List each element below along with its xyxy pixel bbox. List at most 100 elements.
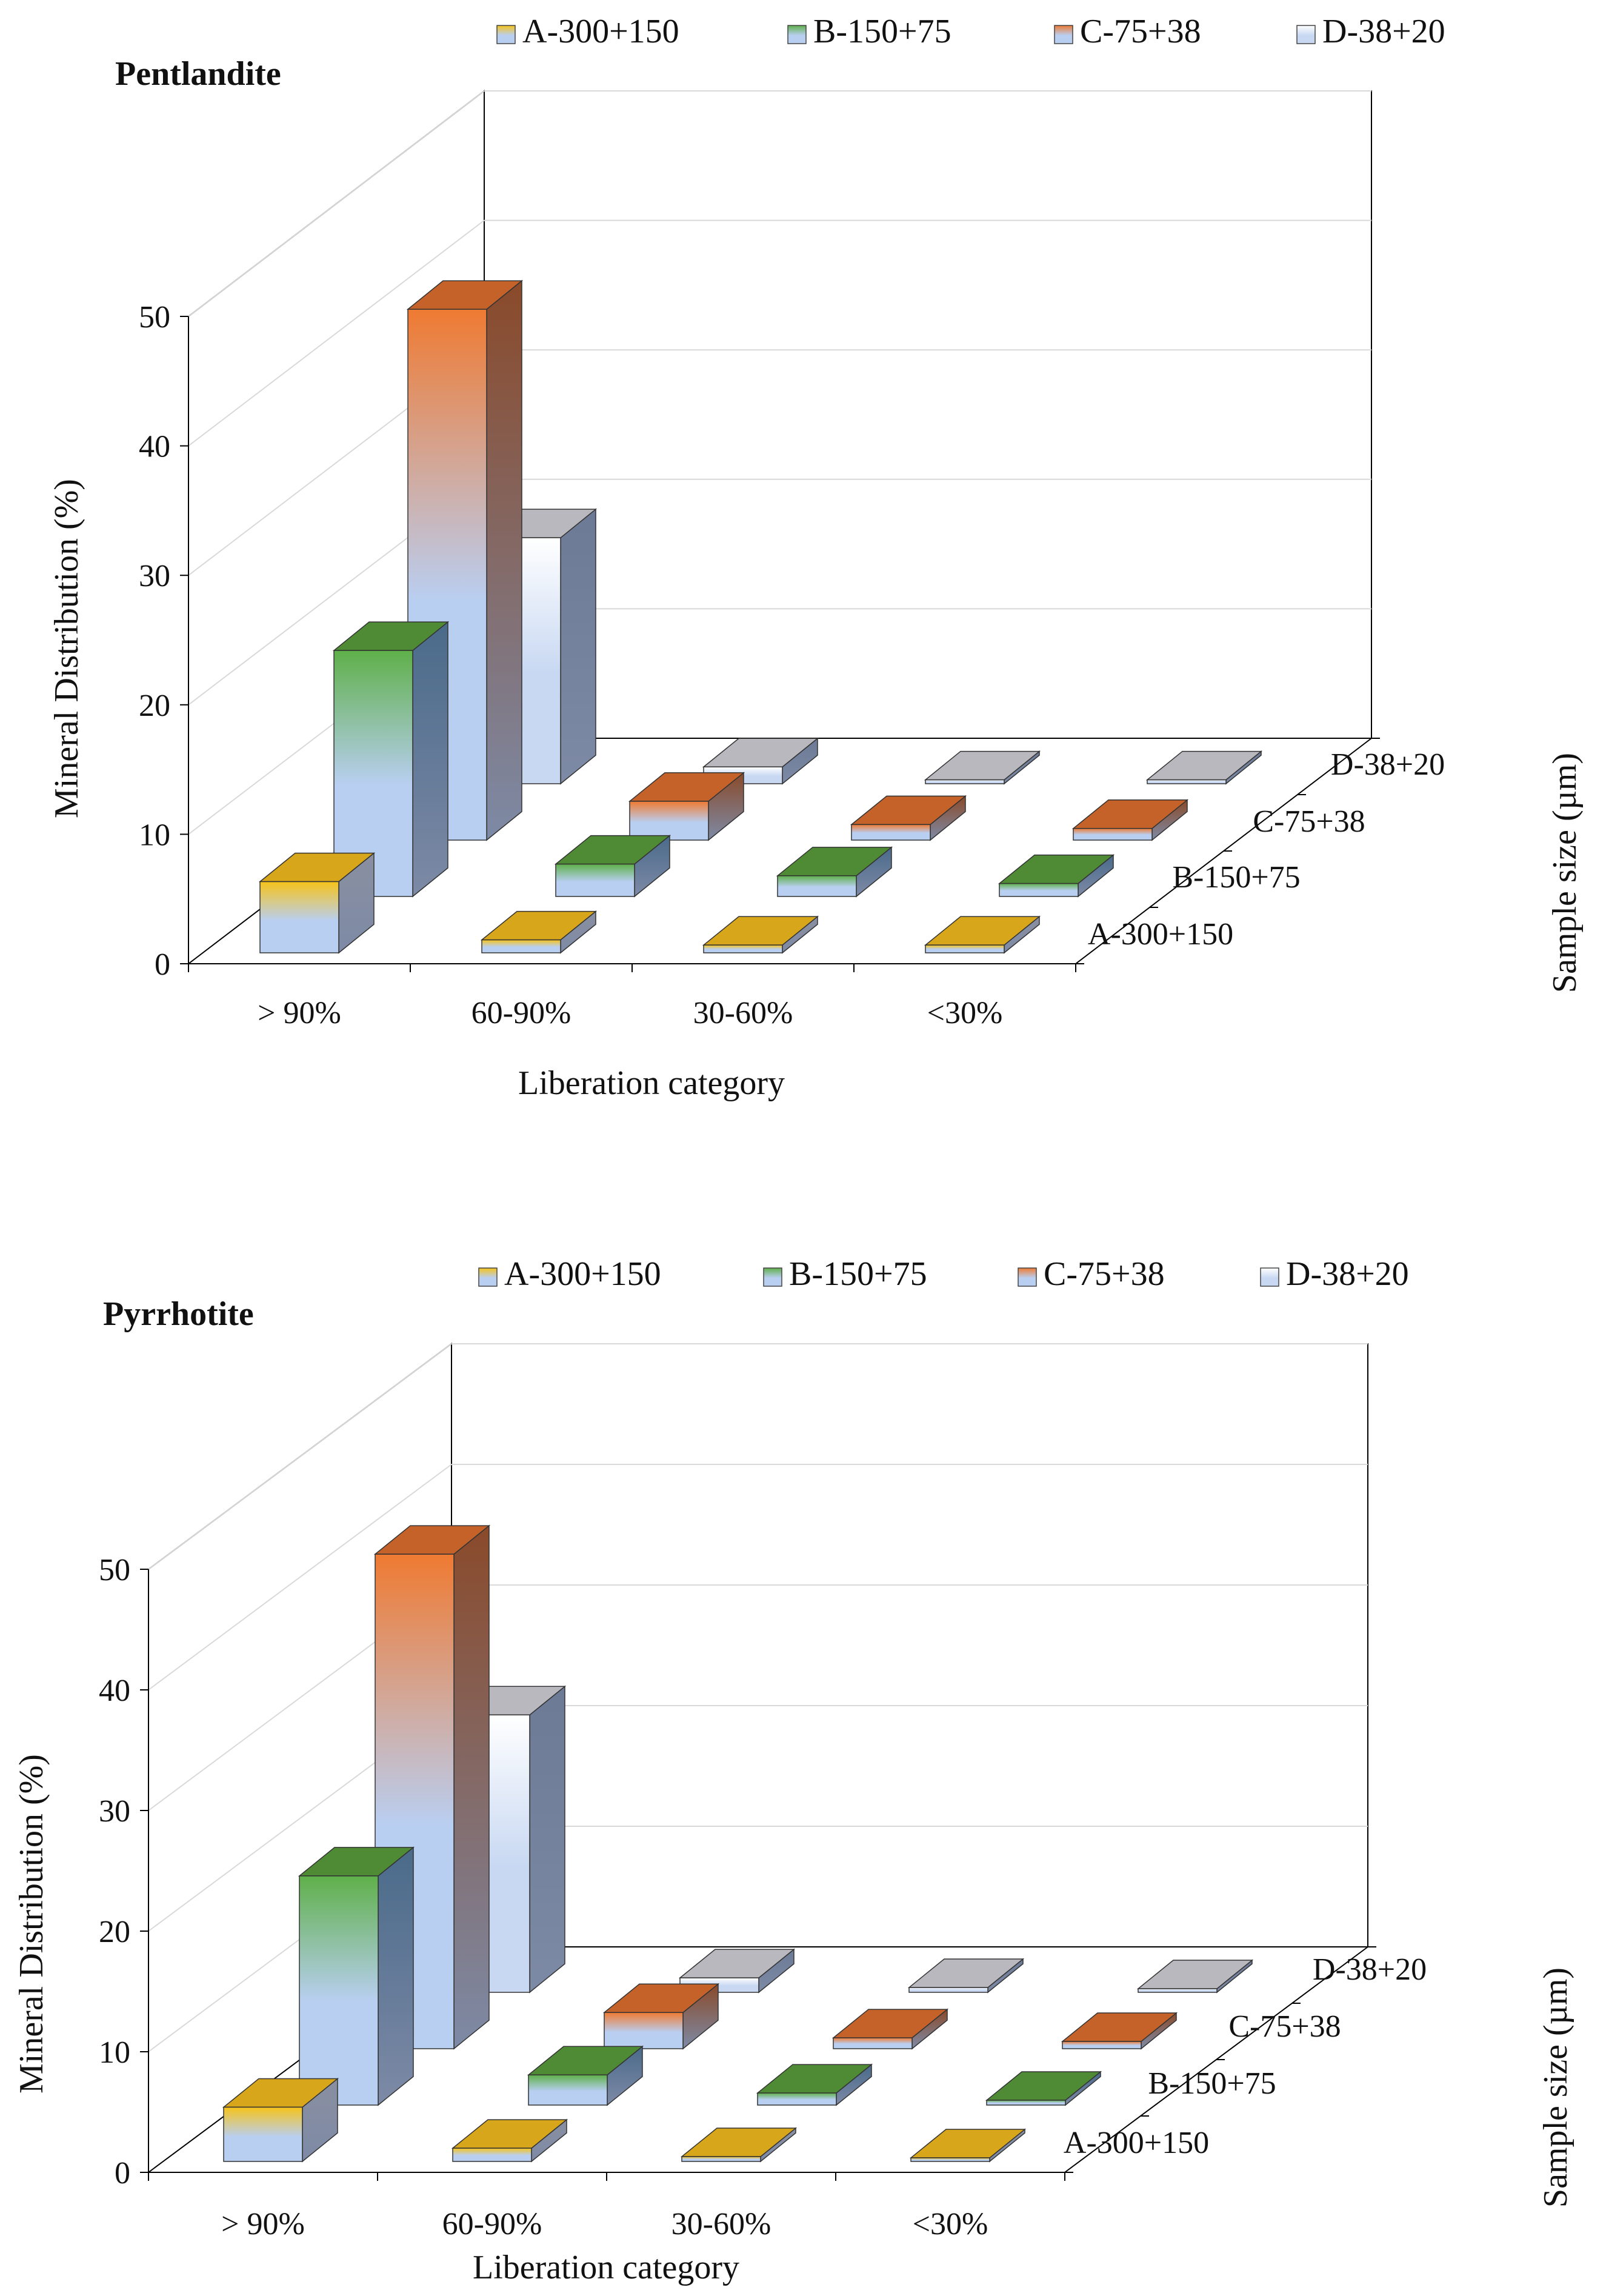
legend-label-B: B-150+75: [813, 13, 951, 50]
legend-label-A: A-300+150: [522, 13, 679, 50]
z-tick-label: A-300+150: [1064, 2126, 1209, 2160]
y-tick-label: 50: [99, 1553, 130, 1587]
bar-top: [907, 1958, 1025, 1988]
bar-front: [703, 944, 783, 953]
y-tick-label: 20: [99, 1915, 130, 1949]
y-tick-label: 40: [139, 430, 170, 464]
chart-pyrrhotite: 0 10 20 30 40 50 > 90% 60-90% 30-60% <30% A-300+15…: [0, 1148, 1606, 2296]
legend-swatch-C: [1054, 25, 1073, 44]
y-axis-title: Mineral Distribution (%): [13, 1754, 50, 2094]
bar-front: [757, 2092, 837, 2106]
bar-front: [910, 2157, 990, 2162]
z-tick-label: C-75+38: [1228, 2009, 1341, 2044]
bar-side: [378, 1846, 414, 2106]
bar-top: [985, 2071, 1102, 2101]
bar-front: [629, 801, 709, 841]
bar-side: [560, 508, 596, 785]
bar-side: [486, 279, 522, 841]
legend-swatch-B: [787, 25, 807, 44]
back-wall: [484, 90, 1372, 739]
bar-top: [909, 2129, 1027, 2158]
z-axis-title: Sample size (µm): [1546, 753, 1584, 993]
bar-front: [999, 883, 1079, 897]
bar-C-2: [831, 2008, 949, 2050]
legend-label-C: C-75+38: [1080, 13, 1201, 50]
y-tick-label: 10: [139, 818, 170, 852]
chart-svg-pentlandite: 0 10 20 30 40 50 > 90% 60-90% 30-60% <30% A-300+15…: [48, 13, 1584, 1102]
bar-D-2: [907, 1958, 1025, 1994]
bar-top: [1136, 1960, 1254, 1989]
z-tick-label: B-150+75: [1148, 2066, 1276, 2101]
bar-side: [412, 621, 448, 898]
x-tick-label: 30-60%: [693, 996, 793, 1030]
z-tick-label: D-38+20: [1331, 747, 1445, 782]
x-tick-label: <30%: [913, 2207, 988, 2241]
bar-front: [259, 881, 339, 953]
bar-front: [851, 824, 931, 841]
y-axis-title: Mineral Distribution (%): [48, 479, 85, 818]
bar-B-1: [527, 2045, 644, 2106]
bar-B-0: [298, 1846, 415, 2106]
y-tick-label: 0: [155, 947, 170, 982]
y-tick-label: 0: [115, 2156, 130, 2191]
gridline-side: [188, 219, 485, 447]
x-tick-label: > 90%: [221, 2207, 305, 2241]
bar-A-3: [909, 2128, 1027, 2163]
bar-B-1: [554, 835, 671, 898]
x-tick-label: 60-90%: [471, 996, 571, 1030]
back-wall: [451, 1343, 1368, 1947]
bar-D-3: [1145, 750, 1263, 785]
z-axis-title: Sample size (µm): [1537, 1967, 1574, 2208]
bar-A-0: [222, 2077, 339, 2163]
bar-top: [1145, 750, 1263, 781]
y-tick-label: 50: [139, 300, 170, 335]
bar-A-1: [480, 910, 598, 954]
bar-A-3: [924, 915, 1041, 954]
legend-label-D: D-38+20: [1322, 13, 1445, 50]
bar-front: [555, 863, 635, 897]
bar-B-3: [998, 854, 1115, 898]
legend-label-C: C-75+38: [1044, 1255, 1165, 1293]
bar-B-2: [776, 846, 893, 898]
y-tick-label: 30: [99, 1794, 130, 1829]
gridline-side: [148, 1343, 452, 1570]
bar-front: [925, 779, 1005, 784]
legend-label-D: D-38+20: [1286, 1255, 1409, 1293]
y-tick-label: 30: [139, 559, 170, 593]
bar-front: [528, 2074, 608, 2106]
legend-swatch-A: [478, 1267, 498, 1287]
bar-front: [223, 2106, 303, 2162]
bar-front: [777, 875, 857, 897]
x-tick-label: <30%: [927, 996, 1003, 1030]
z-tick-label: B-150+75: [1172, 860, 1300, 895]
legend-swatch-C: [1018, 1267, 1037, 1287]
bar-B-2: [756, 2063, 873, 2106]
chart-pentlandite: 0 10 20 30 40 50 > 90% 60-90% 30-60% <30% A-300+15…: [48, 13, 1584, 1102]
bar-front: [681, 2156, 761, 2162]
bar-front: [1073, 828, 1153, 841]
bar-D-3: [1136, 1959, 1254, 1994]
bar-front: [986, 2100, 1066, 2106]
bar-top: [924, 916, 1041, 946]
y-tick-label: 20: [139, 689, 170, 723]
legend-label-A: A-300+150: [504, 1255, 661, 1293]
legend-swatch-B: [763, 1267, 782, 1287]
x-tick-label: > 90%: [258, 996, 341, 1030]
bar-front: [604, 2012, 684, 2049]
bar-front: [299, 1875, 379, 2106]
bar-front: [1062, 2041, 1142, 2049]
legend-swatch-D: [1260, 1267, 1279, 1287]
z-tick-label: D-38+20: [1313, 1952, 1427, 1987]
x-axis-title: Liberation category: [518, 1064, 785, 1102]
x-tick-label: 30-60%: [671, 2207, 771, 2241]
bar-top: [1061, 2012, 1178, 2042]
bar-A-2: [702, 915, 819, 954]
y-tick-label: 40: [99, 1674, 130, 1708]
bar-C-3: [1061, 2012, 1178, 2050]
legend-swatch-A: [496, 25, 516, 44]
chart-svg-pyrrhotite: 0 10 20 30 40 50 > 90% 60-90% 30-60% <30% A-300+15…: [13, 1255, 1574, 2286]
bar-front: [908, 1987, 988, 1993]
gridline-side: [148, 1464, 452, 1690]
x-tick-label: 60-90%: [442, 2207, 542, 2241]
chart-title: Pyrrhotite: [103, 1295, 254, 1333]
